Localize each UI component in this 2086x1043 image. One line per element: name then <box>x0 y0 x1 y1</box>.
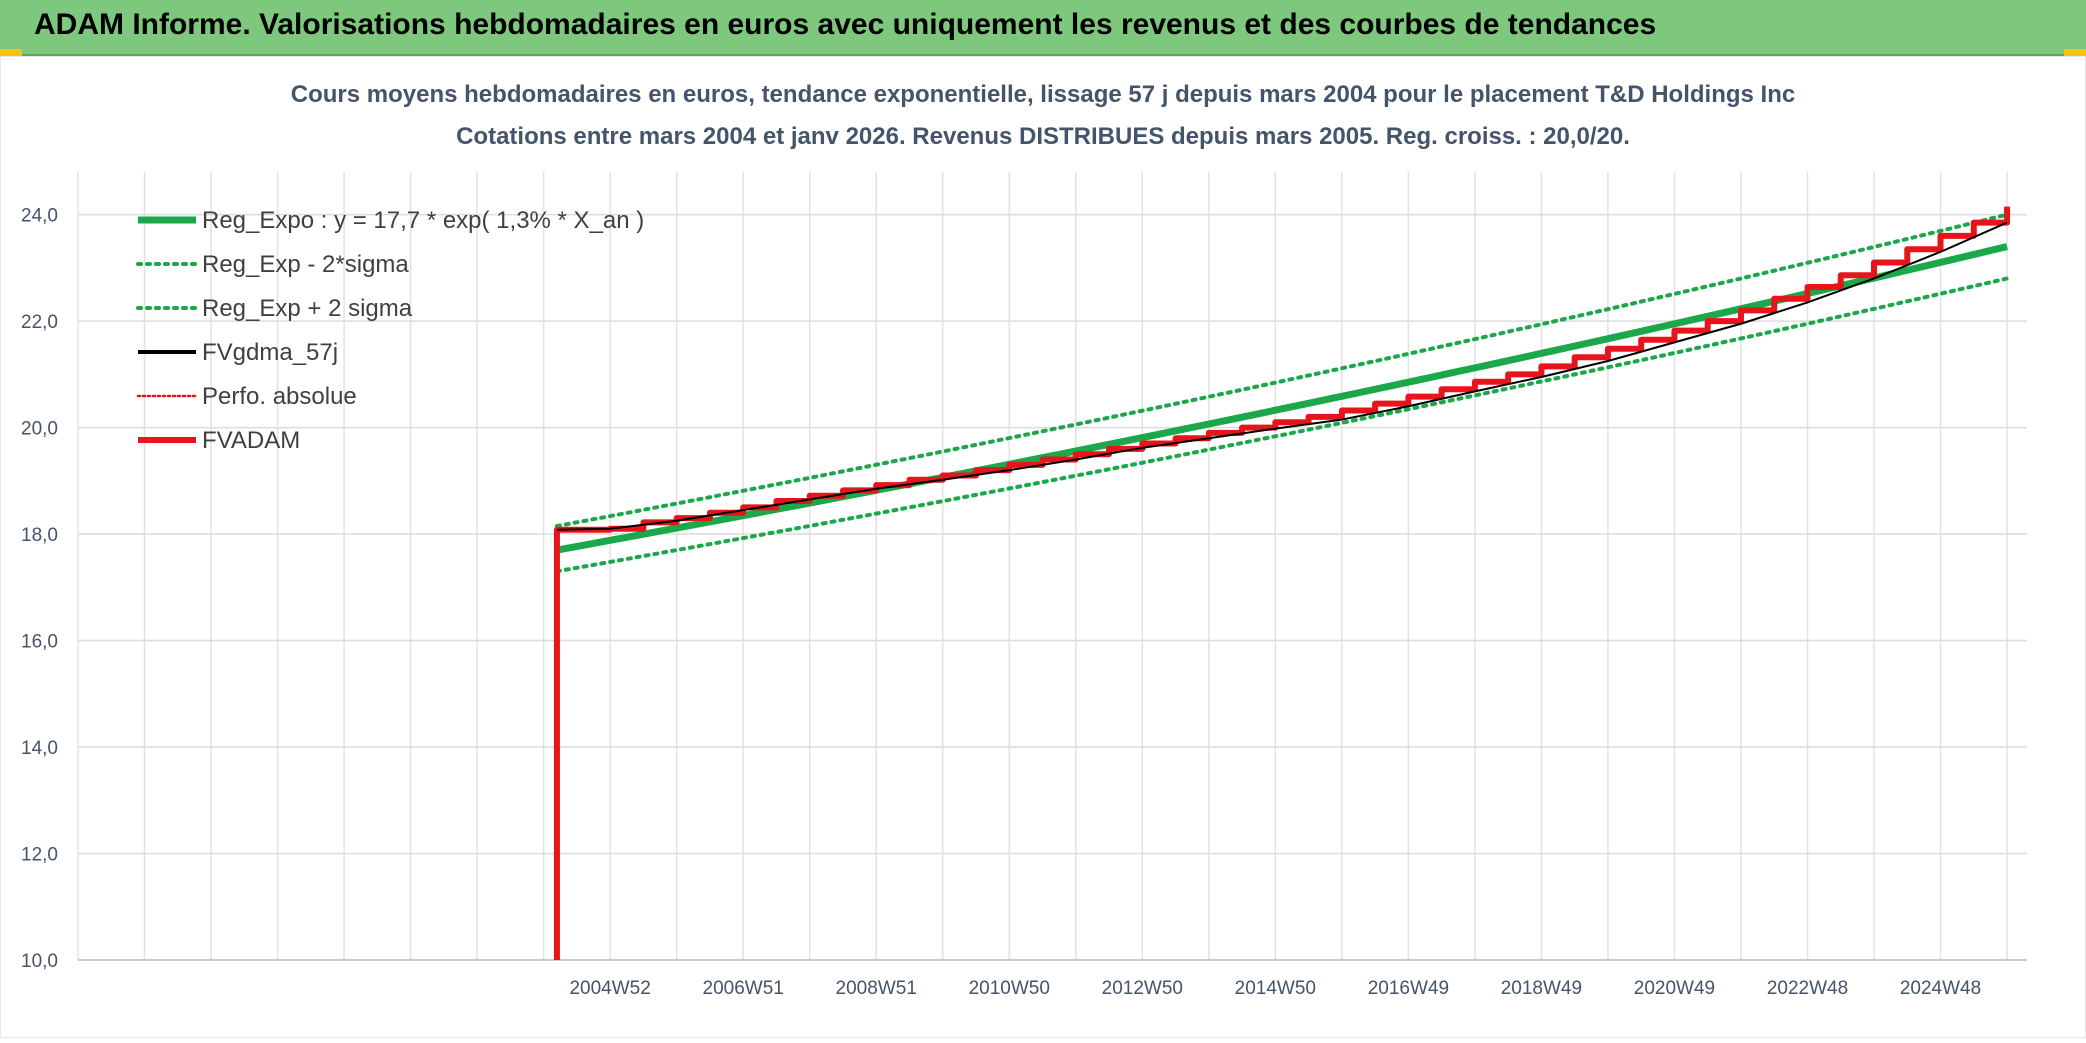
legend-label: Reg_Expo : y = 17,7 * exp( 1,3% * X_an ) <box>202 207 644 234</box>
legend-label: Reg_Exp - 2*sigma <box>202 251 409 278</box>
x-tick-label: 2020W49 <box>1634 978 1715 999</box>
chart-border <box>0 55 2086 1039</box>
report-banner: ADAM Informe. Valorisations hebdomadaire… <box>0 0 2086 56</box>
y-tick-label: 22,0 <box>21 312 58 333</box>
x-tick-label: 2006W51 <box>703 978 784 999</box>
y-tick-label: 16,0 <box>21 632 58 653</box>
price-chart: 10,0 12,0 14,0 16,0 18,0 20,0 22,0 24,0 2004W52 2… <box>0 55 2086 1039</box>
report-title: ADAM Informe. Valorisations hebdomadaire… <box>34 8 1657 41</box>
chart-subtitle: Cotations entre mars 2004 et janv 2026. … <box>456 123 1630 150</box>
chart-title: Cours moyens hebdomadaires en euros, ten… <box>291 81 1795 108</box>
x-tick-label: 2022W48 <box>1767 978 1848 999</box>
y-tick-label: 20,0 <box>21 419 58 440</box>
x-tick-label: 2008W51 <box>836 978 917 999</box>
corner-marker-left <box>0 49 22 57</box>
legend-label: FVADAM <box>202 427 300 454</box>
x-tick-label: 2016W49 <box>1368 978 1449 999</box>
series-reg_expo <box>556 243 2008 554</box>
series-fvgdma_57j <box>556 221 2008 531</box>
corner-marker-right <box>2064 49 2086 57</box>
y-tick-label: 18,0 <box>21 525 58 546</box>
axes: 10,0 12,0 14,0 16,0 18,0 20,0 22,0 24,0 2004W52 2… <box>21 206 2027 999</box>
legend: Reg_Expo : y = 17,7 * exp( 1,3% * X_an )… <box>136 207 644 454</box>
x-tick-label: 2014W50 <box>1235 978 1316 999</box>
series-reg_exp <box>554 212 2010 529</box>
grid <box>77 172 2027 961</box>
x-tick-label: 2004W52 <box>569 978 650 999</box>
series-fvadam <box>553 206 2011 960</box>
x-tick-label: 2024W48 <box>1900 978 1981 999</box>
y-tick-label: 12,0 <box>21 845 58 866</box>
legend-label: Perfo. absolue <box>202 383 357 410</box>
series-reg_exp <box>554 276 2010 574</box>
y-tick-label: 10,0 <box>21 951 58 972</box>
y-tick-label: 14,0 <box>21 738 58 759</box>
series-layer <box>553 206 2011 960</box>
legend-label: Reg_Exp + 2 sigma <box>202 295 413 322</box>
legend-label: FVgdma_57j <box>202 339 338 366</box>
x-tick-label: 2018W49 <box>1501 978 1582 999</box>
x-tick-label: 2010W50 <box>969 978 1050 999</box>
chart-area: 10,0 12,0 14,0 16,0 18,0 20,0 22,0 24,0 2004W52 2… <box>0 55 2086 1039</box>
x-tick-label: 2012W50 <box>1102 978 1183 999</box>
y-tick-label: 24,0 <box>21 206 58 227</box>
